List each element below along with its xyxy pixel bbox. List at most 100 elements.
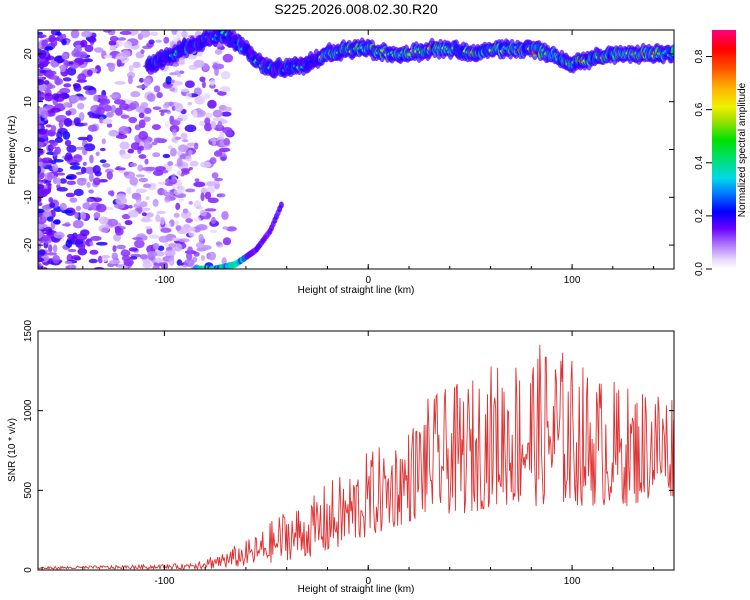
noise-blob [184, 151, 189, 157]
noise-blob [163, 83, 174, 87]
noise-blob [56, 172, 66, 176]
noise-blob [82, 202, 91, 210]
noise-blob [63, 117, 73, 127]
noise-blob [148, 234, 160, 239]
noise-blob [183, 224, 191, 228]
noise-blob [95, 203, 107, 213]
noise-blob [38, 34, 45, 39]
noise-blob [155, 39, 162, 43]
noise-blob [88, 189, 94, 194]
noise-blob [181, 210, 192, 219]
noise-blob [128, 205, 133, 209]
noise-blob [65, 265, 71, 269]
noise-blob [168, 179, 176, 183]
noise-blob [80, 211, 87, 220]
noise-blob [108, 63, 116, 72]
noise-blob [59, 64, 67, 73]
noise-blob [67, 248, 77, 253]
noise-blob [225, 131, 234, 137]
noise-blob [138, 119, 146, 129]
noise-blob [52, 219, 61, 225]
colorbar: 0.0 0.2 0.4 0.6 0.8 Normalized spectral ampl… [694, 30, 748, 276]
noise-blob [135, 174, 145, 178]
noise-blob [99, 159, 107, 164]
noise-blob [64, 260, 73, 265]
noise-blob [55, 31, 62, 36]
snr-series-line [38, 344, 674, 570]
noise-blob [69, 197, 78, 203]
noise-blob [114, 55, 127, 60]
noise-blob [118, 125, 130, 135]
noise-blob [61, 209, 73, 214]
noise-blob [81, 30, 93, 38]
noise-blob [207, 251, 217, 261]
noise-blob [69, 162, 80, 166]
noise-blob [86, 134, 93, 143]
noise-blob [127, 148, 135, 154]
noise-blob [217, 120, 223, 130]
snr-line [38, 344, 674, 570]
noise-blob [178, 238, 190, 243]
noise-blob [121, 50, 131, 58]
noise-blob [78, 243, 86, 251]
noise-blob [70, 30, 80, 39]
colorbar-label: Normalized spectral amplitude [737, 82, 748, 217]
noise-blob [214, 88, 219, 93]
noise-blob [185, 218, 193, 223]
noise-blob [80, 229, 90, 237]
noise-blob [130, 142, 142, 151]
noise-blob [83, 143, 96, 152]
noise-blob [152, 152, 161, 158]
noise-blob [186, 252, 193, 260]
noise-blob [46, 216, 54, 222]
noise-blob [143, 77, 152, 87]
noise-blob [153, 85, 161, 93]
noise-blob [92, 197, 103, 203]
snr-panel: -100 0 100 0 500 1000 1500 Height of straight… [7, 319, 675, 595]
noise-blob [93, 47, 104, 53]
noise-blob [116, 58, 122, 68]
noise-blob [38, 249, 46, 256]
noise-blob [57, 127, 68, 135]
noise-blob [38, 165, 42, 174]
noise-blob [113, 233, 122, 242]
noise-blob [143, 116, 151, 122]
noise-blob [219, 131, 224, 139]
noise-blob [148, 39, 155, 45]
noise-blob [171, 121, 177, 125]
noise-blob [38, 208, 45, 214]
noise-blob [138, 77, 144, 83]
noise-blob [102, 163, 111, 168]
noise-blob [211, 172, 219, 179]
noise-blob [82, 161, 87, 166]
noise-blob [138, 177, 149, 183]
noise-blob [147, 251, 158, 258]
noise-blob [140, 30, 151, 38]
noise-blob [201, 94, 208, 100]
noise-blob [54, 57, 65, 64]
noise-blob [43, 209, 52, 217]
noise-blob [132, 236, 143, 241]
noise-blob [207, 99, 217, 109]
noise-blob [86, 69, 93, 76]
noise-blob [78, 112, 85, 121]
noise-blob [170, 79, 175, 84]
noise-blob [129, 256, 138, 260]
noise-blob [108, 129, 119, 137]
noise-blob [103, 54, 113, 59]
noise-blob [69, 61, 74, 65]
noise-blob [50, 125, 57, 133]
noise-blob [44, 46, 54, 51]
noise-blob [48, 197, 54, 203]
noise-blob [99, 147, 106, 152]
noise-blob [145, 212, 154, 218]
noise-blob [107, 190, 115, 196]
noise-blob [44, 226, 52, 232]
noise-blob [119, 103, 130, 110]
noise-blob [59, 178, 67, 184]
noise-blob [103, 30, 112, 33]
snr-ytick-label: 1500 [23, 319, 34, 342]
noise-blob [181, 88, 190, 93]
noise-blob [149, 31, 159, 36]
noise-blob [38, 79, 45, 86]
